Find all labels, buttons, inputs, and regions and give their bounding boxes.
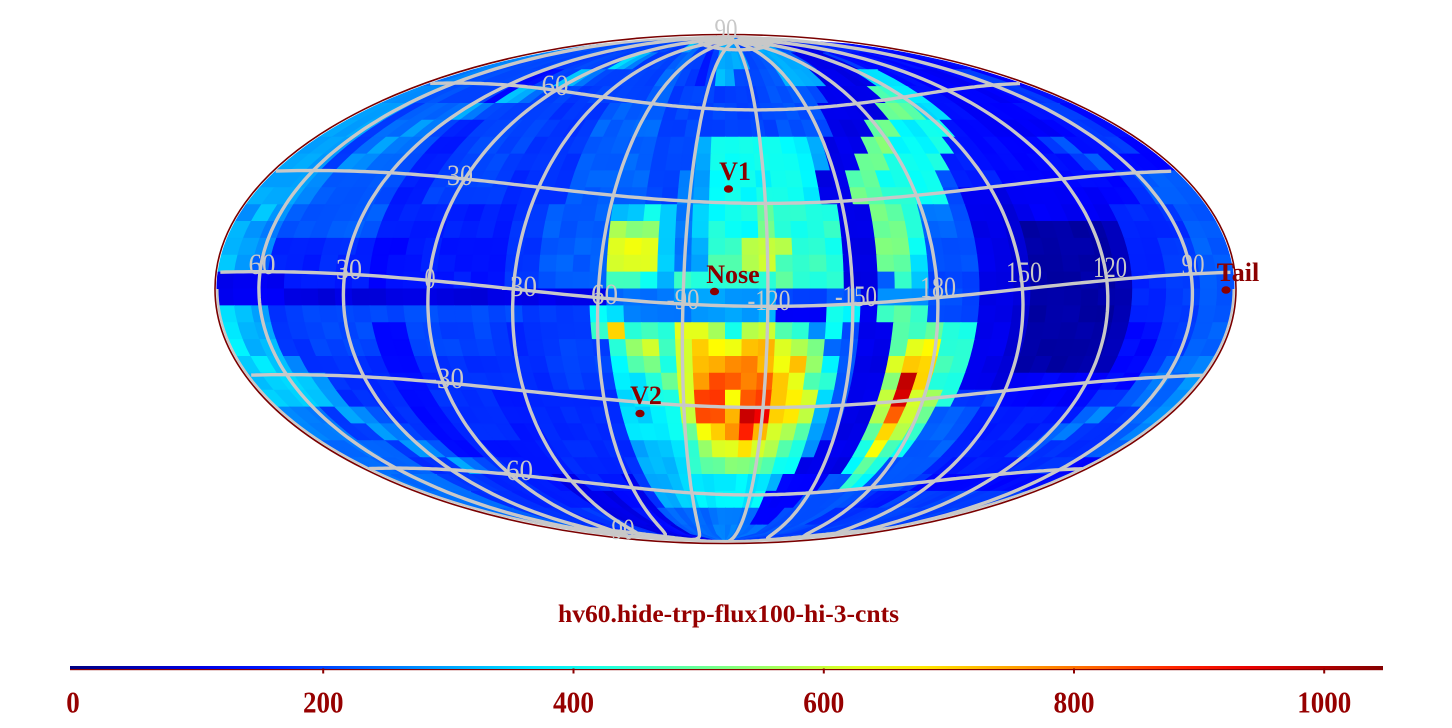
svg-text:0: 0 <box>425 262 436 295</box>
svg-text:-150: -150 <box>835 280 877 313</box>
svg-text:-90: -90 <box>667 283 700 316</box>
svg-text:60: 60 <box>249 248 276 281</box>
svg-text:-30: -30 <box>428 362 464 395</box>
svg-text:1000: 1000 <box>1297 685 1351 720</box>
svg-text:180: 180 <box>920 271 956 304</box>
svg-text:600: 600 <box>803 685 844 720</box>
svg-text:-60: -60 <box>497 454 533 487</box>
svg-text:0: 0 <box>66 685 80 720</box>
svg-text:Tail: Tail <box>1217 258 1259 287</box>
svg-text:90: 90 <box>715 13 738 46</box>
svg-text:60: 60 <box>542 69 569 102</box>
svg-text:-60: -60 <box>582 278 618 311</box>
svg-text:Nose: Nose <box>706 260 759 289</box>
svg-text:-120: -120 <box>748 284 791 317</box>
svg-text:200: 200 <box>303 685 344 720</box>
svg-text:400: 400 <box>553 685 594 720</box>
svg-text:V1: V1 <box>719 157 751 186</box>
svg-text:800: 800 <box>1054 685 1095 720</box>
svg-text:V2: V2 <box>630 381 662 410</box>
svg-text:30: 30 <box>447 159 473 192</box>
svg-text:hv60.hide-trp-flux100-hi-3-cnt: hv60.hide-trp-flux100-hi-3-cnts <box>558 599 899 628</box>
svg-text:90: 90 <box>1182 248 1205 281</box>
svg-text:90: 90 <box>612 513 635 546</box>
svg-text:150: 150 <box>1006 256 1042 289</box>
svg-text:120: 120 <box>1093 251 1127 284</box>
svg-text:30: 30 <box>336 253 362 286</box>
svg-text:-30: -30 <box>501 270 537 303</box>
